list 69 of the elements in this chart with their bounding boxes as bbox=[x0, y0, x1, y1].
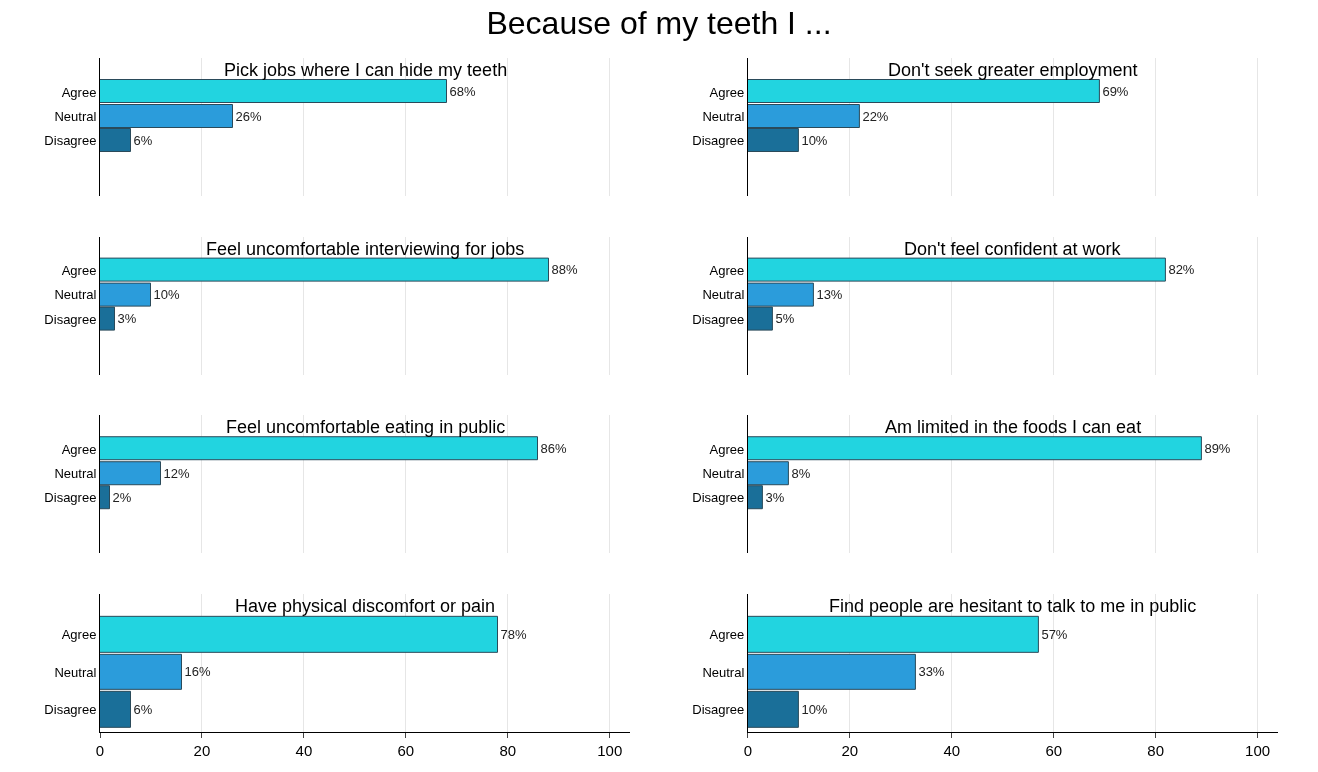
data-label: 13% bbox=[816, 287, 843, 303]
data-label: 3% bbox=[765, 489, 785, 505]
y-tick-label: Disagree bbox=[692, 132, 745, 148]
y-tick-label: Agree bbox=[61, 84, 97, 100]
data-label: 10% bbox=[801, 132, 828, 148]
y-tick-label: Disagree bbox=[692, 702, 745, 718]
data-label: 16% bbox=[184, 664, 211, 680]
y-tick-label: Disagree bbox=[44, 490, 97, 506]
y-tick-label: Neutral bbox=[702, 287, 745, 303]
data-label: 2% bbox=[112, 489, 132, 505]
x-tick-label: 20 bbox=[193, 742, 211, 759]
y-tick-label: Agree bbox=[61, 263, 97, 279]
x-tick-label: 80 bbox=[499, 742, 517, 759]
y-tick-label: Disagree bbox=[44, 311, 97, 327]
data-label: 78% bbox=[500, 626, 527, 642]
y-tick-label: Neutral bbox=[54, 287, 97, 303]
x-tick-label: 80 bbox=[1147, 742, 1165, 759]
x-tick-label: 100 bbox=[1245, 742, 1271, 759]
data-label: 5% bbox=[775, 311, 795, 327]
chart-title: Don't feel confident at work bbox=[904, 239, 1122, 259]
data-label: 69% bbox=[1102, 83, 1129, 99]
y-tick-label: Agree bbox=[709, 627, 745, 643]
data-label: 10% bbox=[153, 287, 180, 303]
data-label: 88% bbox=[551, 262, 578, 278]
y-tick-label: Agree bbox=[709, 263, 745, 279]
data-label: 82% bbox=[1168, 262, 1195, 278]
x-tick-label: 100 bbox=[597, 742, 623, 759]
y-tick-label: Neutral bbox=[702, 108, 745, 124]
data-label: 89% bbox=[1204, 440, 1231, 456]
x-tick-label: 60 bbox=[397, 742, 415, 759]
y-tick-label: Disagree bbox=[692, 311, 745, 327]
chart-title: Don't seek greater employment bbox=[888, 60, 1138, 80]
data-label: 3% bbox=[117, 311, 137, 327]
y-tick-label: Disagree bbox=[692, 490, 745, 506]
y-tick-label: Agree bbox=[709, 441, 745, 457]
y-tick-label: Disagree bbox=[44, 132, 97, 148]
data-label: 10% bbox=[801, 701, 828, 717]
data-label: 6% bbox=[133, 132, 153, 148]
y-tick-label: Neutral bbox=[54, 465, 97, 481]
data-label: 57% bbox=[1041, 626, 1068, 642]
y-tick-label: Agree bbox=[709, 84, 745, 100]
x-tick-label: 40 bbox=[943, 742, 961, 759]
y-tick-label: Agree bbox=[61, 627, 97, 643]
x-tick-label: 20 bbox=[841, 742, 859, 759]
x-tick-label: 60 bbox=[1045, 742, 1063, 759]
data-label: 86% bbox=[540, 440, 567, 456]
data-label: 33% bbox=[918, 664, 945, 680]
y-tick-label: Neutral bbox=[702, 465, 745, 481]
data-label: 6% bbox=[133, 701, 153, 717]
chart-title: Feel uncomfortable eating in public bbox=[226, 417, 506, 437]
data-label: 12% bbox=[163, 465, 190, 481]
chart-title: Feel uncomfortable interviewing for jobs bbox=[206, 239, 525, 259]
chart-title: Find people are hesitant to talk to me in public bbox=[829, 596, 1197, 616]
x-tick-label: 40 bbox=[295, 742, 313, 759]
chart-title: Am limited in the foods I can eat bbox=[885, 417, 1142, 437]
x-tick-label: 0 bbox=[95, 742, 105, 759]
data-label: 8% bbox=[791, 465, 811, 481]
y-tick-label: Neutral bbox=[54, 664, 97, 680]
x-tick-label: 0 bbox=[743, 742, 753, 759]
data-label: 26% bbox=[235, 108, 262, 124]
data-label: 68% bbox=[449, 83, 476, 99]
y-tick-label: Disagree bbox=[44, 702, 97, 718]
text: Because of my teeth I ... bbox=[486, 4, 832, 41]
y-tick-label: Neutral bbox=[702, 664, 745, 680]
chart-title: Have physical discomfort or pain bbox=[235, 596, 496, 616]
chart-title: Pick jobs where I can hide my teeth bbox=[224, 60, 508, 80]
data-label: 22% bbox=[862, 108, 889, 124]
y-tick-label: Neutral bbox=[54, 108, 97, 124]
y-tick-label: Agree bbox=[61, 441, 97, 457]
